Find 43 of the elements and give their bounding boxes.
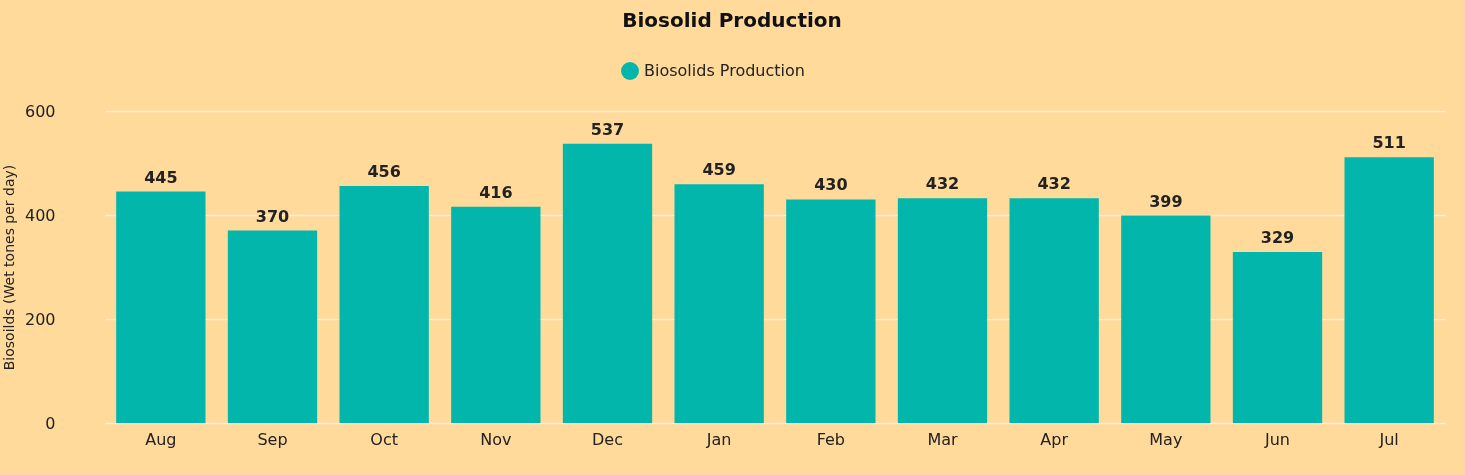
x-tick-label: Aug [145, 429, 177, 449]
data-label: 456 [367, 161, 401, 181]
bar [451, 206, 541, 423]
y-axis-title: Biosoilds (Wet tones per day) [0, 164, 17, 371]
bar [562, 143, 653, 423]
data-label: 459 [702, 160, 736, 180]
bar [116, 191, 206, 423]
x-tick-label: Mar [927, 429, 959, 449]
bar [897, 198, 988, 423]
y-tick-label: 200 [24, 309, 56, 329]
bar [227, 230, 318, 423]
x-tick-label: May [1149, 429, 1183, 449]
x-tick-label: Sep [257, 429, 288, 449]
data-label: 329 [1260, 227, 1295, 247]
legend-label: Biosolids Production [644, 61, 805, 80]
x-tick-label: Jul [1378, 429, 1399, 449]
x-tick-label: Apr [1040, 429, 1069, 449]
bar [339, 185, 429, 423]
y-tick-label: 400 [24, 205, 56, 225]
data-label: 416 [479, 182, 513, 202]
bar [1232, 251, 1323, 423]
x-tick-label: Oct [370, 429, 398, 449]
x-tick-label: Feb [816, 429, 845, 449]
x-tick-label: Jan [705, 429, 732, 449]
data-label: 511 [1372, 133, 1406, 153]
bar [674, 184, 764, 423]
data-label: 430 [814, 175, 848, 195]
bar [1344, 157, 1434, 423]
x-tick-label: Nov [480, 429, 512, 449]
data-label: 537 [590, 119, 625, 139]
x-tick-label: Jun [1264, 429, 1290, 449]
y-tick-label: 600 [24, 101, 56, 121]
x-tick-label: Dec [592, 429, 623, 449]
data-label: 432 [1037, 174, 1071, 194]
data-label: 399 [1149, 191, 1183, 211]
data-label: 370 [255, 206, 290, 226]
bar [1009, 198, 1099, 423]
y-tick-label: 0 [45, 413, 56, 433]
chart-title: Biosolid Production [622, 8, 842, 32]
bar [1121, 215, 1211, 423]
bar [786, 199, 876, 423]
data-label: 432 [925, 174, 960, 194]
data-label: 445 [144, 167, 178, 187]
